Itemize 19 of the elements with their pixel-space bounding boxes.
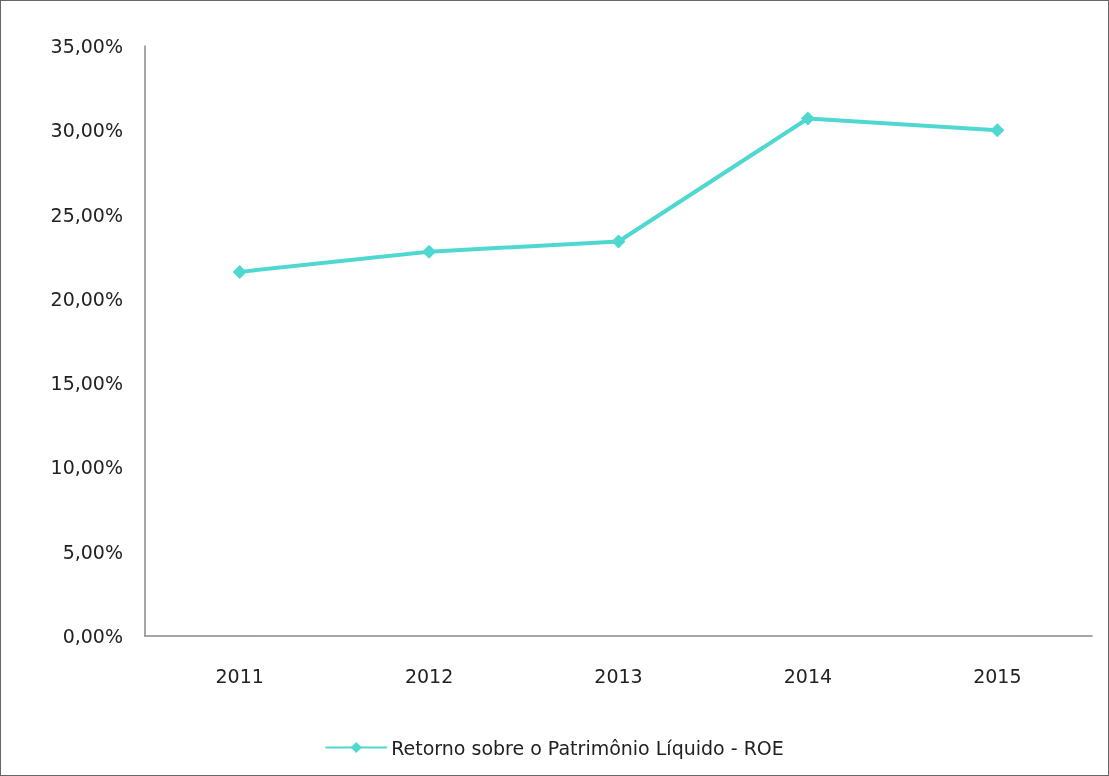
y-tick-label: 25,00% [50,203,123,226]
point [990,123,1005,138]
x-tick-label: 2015 [973,664,1022,687]
y-tick-label: 30,00% [50,119,123,142]
point [422,244,437,259]
y-tick-label: 35,00% [50,35,123,57]
point [800,111,815,126]
point [611,234,626,249]
y-tick-label: 20,00% [50,287,123,310]
y-tick-label: 0,00% [62,625,123,647]
legend-label: Retorno sobre o Patrimônio Líquido - ROE [391,736,784,759]
y-tick-label: 10,00% [50,456,123,479]
x-tick-label: 2012 [404,664,454,687]
x-tick-label: 2013 [594,664,643,687]
y-tick-label: 5,00% [62,540,123,563]
x-tick-label: 2014 [783,664,833,687]
point [232,264,247,279]
x-tick-label: 2011 [215,664,264,687]
y-tick-label: 15,00% [50,372,123,395]
